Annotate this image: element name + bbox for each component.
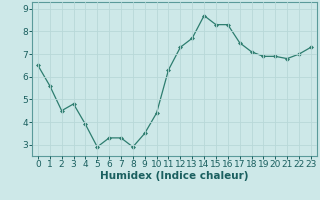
X-axis label: Humidex (Indice chaleur): Humidex (Indice chaleur) <box>100 171 249 181</box>
